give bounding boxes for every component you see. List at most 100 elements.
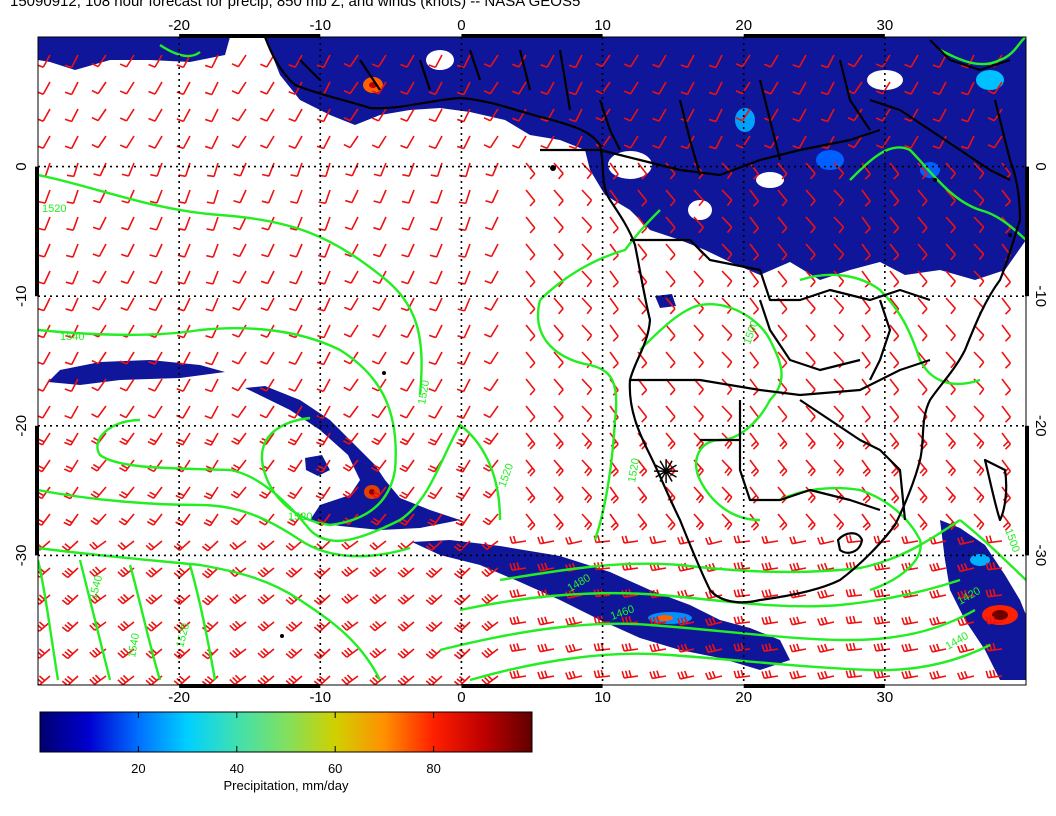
wind-barb xyxy=(343,351,359,365)
wind-barb xyxy=(201,567,219,579)
colorbar-tick-label: 60 xyxy=(328,761,342,776)
wind-barb xyxy=(456,432,471,446)
wind-barb xyxy=(481,620,499,632)
wind-barb xyxy=(260,81,275,95)
wind-barb xyxy=(932,54,947,69)
border-10 xyxy=(869,299,892,381)
border-12 xyxy=(929,39,1011,72)
border-5 xyxy=(799,399,907,521)
wind-barb xyxy=(261,162,275,177)
wind-barb xyxy=(805,324,816,342)
wind-barb xyxy=(525,486,536,504)
wind-barb xyxy=(402,162,415,177)
wind-barb xyxy=(805,243,816,261)
wind-barb xyxy=(693,351,704,369)
wind-barb xyxy=(861,216,871,234)
wind-barb xyxy=(553,459,564,477)
wind-barb xyxy=(761,589,779,598)
wind-barb xyxy=(231,351,247,365)
contour-s-4 xyxy=(469,643,991,682)
wind-barb xyxy=(370,486,387,499)
wind-barb xyxy=(777,189,788,207)
wind-barb xyxy=(120,270,135,285)
wind-barb xyxy=(316,405,331,419)
wind-barb xyxy=(260,54,275,68)
wind-barb xyxy=(735,54,751,68)
wind-barb xyxy=(792,108,807,122)
wind-barb xyxy=(537,562,555,572)
wind-barb xyxy=(581,405,593,423)
wind-barb xyxy=(945,324,956,342)
wind-barb xyxy=(341,593,359,604)
wind-barb xyxy=(705,536,723,546)
wind-barb xyxy=(777,324,788,342)
wind-barb xyxy=(777,162,788,180)
wind-barb xyxy=(987,81,1003,95)
wind-barb xyxy=(344,297,359,311)
wind-barb xyxy=(205,297,219,312)
wind-barb xyxy=(261,189,275,204)
wind-barb xyxy=(204,108,219,123)
wind-barb xyxy=(173,648,191,659)
wind-barb xyxy=(609,297,619,315)
wind-barb xyxy=(693,405,704,423)
wind-barb xyxy=(553,270,564,288)
wind-barb xyxy=(206,189,219,205)
frame-bar-right xyxy=(1025,166,1029,297)
colorbar-ticks: 20 40 60 80 xyxy=(131,712,441,776)
lat-tick-label-left: -10 xyxy=(13,285,30,307)
precip-southern-band xyxy=(412,540,790,670)
wind-barb xyxy=(372,324,387,338)
wind-barb xyxy=(38,648,51,659)
wind-barb xyxy=(621,643,639,652)
wind-barb xyxy=(341,540,359,550)
wind-barb xyxy=(204,405,219,420)
wind-barb xyxy=(288,81,303,95)
contour-s-3 xyxy=(439,608,976,652)
wind-barb xyxy=(430,189,443,204)
wind-barb xyxy=(889,243,900,261)
wind-barb xyxy=(581,216,593,234)
wind-barb xyxy=(637,405,648,423)
wind-barb xyxy=(121,162,135,177)
wind-barb xyxy=(65,324,79,339)
wind-barb xyxy=(260,135,275,149)
wind-barb xyxy=(343,324,359,338)
wind-barb xyxy=(399,459,415,473)
wind-barb xyxy=(861,189,871,207)
wind-barb xyxy=(313,594,331,606)
wind-barb xyxy=(231,135,247,149)
wind-barb xyxy=(118,513,135,526)
wind-barb xyxy=(397,648,415,659)
wind-barb xyxy=(929,643,947,653)
wind-barb xyxy=(847,108,863,122)
wind-barb xyxy=(693,216,704,234)
wind-barb xyxy=(401,270,415,285)
frame-bar-left xyxy=(35,166,39,297)
wind-barb xyxy=(777,270,788,288)
wind-barb xyxy=(427,432,443,446)
wind-barb xyxy=(458,189,471,205)
wind-barb xyxy=(90,459,107,472)
wind-barb xyxy=(427,513,443,527)
lon-tick-label-bottom: -10 xyxy=(309,689,331,706)
wind-barb xyxy=(457,270,471,285)
wind-barb xyxy=(482,513,499,526)
wind-barb xyxy=(847,135,863,149)
wind-barb xyxy=(721,216,733,234)
wind-barb xyxy=(257,675,275,685)
wind-barb xyxy=(777,351,788,369)
wind-barb xyxy=(38,432,51,446)
wind-barb xyxy=(509,589,527,598)
wind-barb xyxy=(401,216,415,231)
wind-barb xyxy=(708,54,723,69)
wind-barb xyxy=(917,324,928,342)
wind-barb xyxy=(231,81,247,95)
wind-barb xyxy=(665,270,676,288)
wind-barb xyxy=(917,162,928,180)
wind-barb xyxy=(777,243,788,261)
contour-label: 1520 xyxy=(416,379,432,405)
wind-barb xyxy=(693,270,704,288)
wind-barb xyxy=(733,535,751,544)
